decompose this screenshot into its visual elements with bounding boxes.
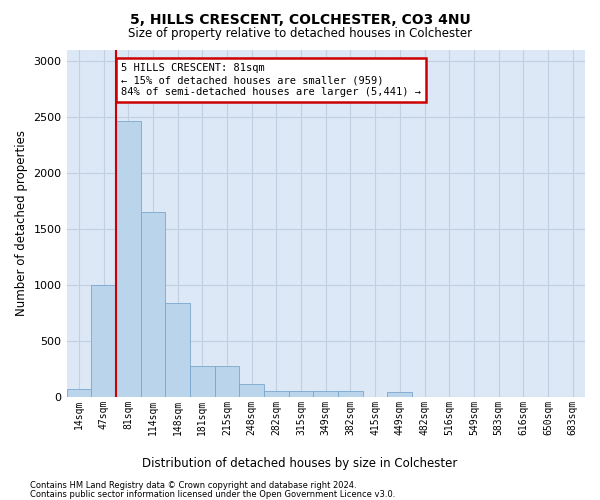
Text: Size of property relative to detached houses in Colchester: Size of property relative to detached ho… [128, 28, 472, 40]
Text: 5, HILLS CRESCENT, COLCHESTER, CO3 4NU: 5, HILLS CRESCENT, COLCHESTER, CO3 4NU [130, 12, 470, 26]
Bar [239, 384, 264, 397]
Bar [388, 392, 412, 397]
Y-axis label: Number of detached properties: Number of detached properties [15, 130, 28, 316]
Bar [91, 285, 116, 397]
Bar [165, 303, 190, 397]
Bar [67, 388, 91, 397]
Text: Distribution of detached houses by size in Colchester: Distribution of detached houses by size … [142, 458, 458, 470]
Bar [338, 391, 363, 397]
Bar [190, 366, 215, 397]
Bar [289, 391, 313, 397]
Text: 5 HILLS CRESCENT: 81sqm
← 15% of detached houses are smaller (959)
84% of semi-d: 5 HILLS CRESCENT: 81sqm ← 15% of detache… [121, 64, 421, 96]
Bar [116, 120, 140, 397]
Text: Contains HM Land Registry data © Crown copyright and database right 2024.: Contains HM Land Registry data © Crown c… [30, 481, 356, 490]
Bar [215, 366, 239, 397]
Bar [264, 391, 289, 397]
Bar [140, 212, 165, 397]
Bar [313, 391, 338, 397]
Text: Contains public sector information licensed under the Open Government Licence v3: Contains public sector information licen… [30, 490, 395, 499]
